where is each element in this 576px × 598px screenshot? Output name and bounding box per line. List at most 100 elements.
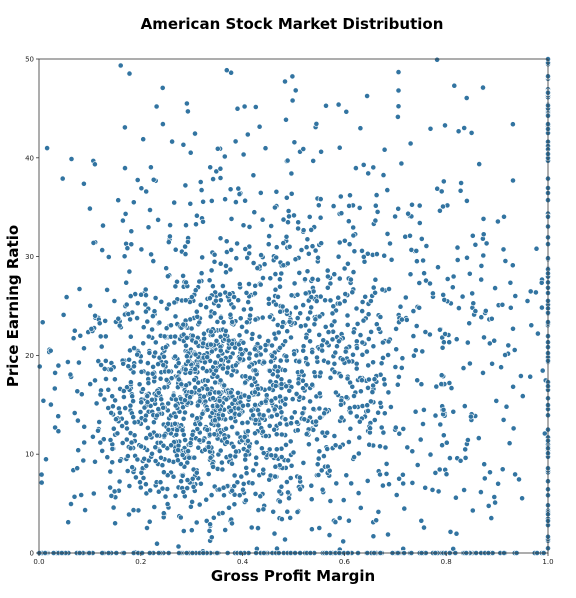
data-point	[208, 492, 215, 498]
data-point	[283, 441, 289, 448]
data-point	[252, 490, 259, 497]
data-point	[168, 375, 175, 382]
data-point	[336, 515, 343, 521]
data-point	[157, 375, 164, 382]
data-point	[319, 347, 326, 354]
data-point	[192, 130, 198, 137]
data-point	[438, 372, 445, 379]
data-point	[333, 480, 340, 487]
data-point	[109, 393, 116, 400]
data-point	[206, 390, 213, 397]
data-point	[138, 185, 145, 192]
data-point	[180, 141, 187, 148]
data-point	[266, 446, 273, 453]
data-point	[199, 365, 206, 372]
data-point	[260, 428, 266, 435]
data-point	[278, 376, 285, 383]
data-point	[230, 443, 237, 450]
data-point	[466, 360, 473, 367]
data-point	[305, 250, 312, 257]
data-point	[234, 430, 241, 437]
data-point	[116, 478, 123, 485]
data-point	[423, 243, 430, 249]
data-point	[213, 168, 220, 175]
plot-frame	[38, 58, 549, 554]
data-point	[126, 511, 132, 518]
data-point	[250, 467, 257, 474]
data-point	[291, 139, 298, 146]
data-point	[232, 138, 239, 145]
data-point	[211, 310, 218, 317]
data-point	[296, 474, 303, 481]
data-point	[198, 270, 205, 277]
data-point	[203, 368, 210, 374]
data-point	[378, 424, 385, 431]
data-point	[188, 527, 195, 534]
data-point	[283, 116, 289, 123]
data-point	[182, 366, 189, 373]
data-point	[126, 70, 133, 77]
data-point	[242, 246, 249, 252]
data-point	[172, 283, 179, 290]
data-point	[65, 359, 71, 365]
data-point	[444, 276, 451, 282]
data-point	[329, 336, 336, 343]
data-point	[203, 518, 210, 524]
data-point	[55, 428, 62, 435]
data-point	[483, 240, 490, 247]
data-point	[380, 354, 386, 361]
data-point	[250, 412, 256, 419]
data-point	[127, 402, 134, 409]
data-point	[243, 328, 250, 335]
data-point	[503, 403, 510, 410]
data-point	[162, 493, 169, 500]
data-point	[180, 321, 187, 328]
data-point	[184, 238, 191, 245]
data-point	[166, 233, 173, 240]
data-point	[331, 360, 338, 367]
data-point	[480, 369, 486, 376]
data-point	[377, 443, 383, 450]
data-point	[44, 145, 50, 151]
data-point	[362, 293, 369, 300]
data-point	[67, 371, 74, 378]
data-point	[252, 401, 258, 408]
data-point	[149, 313, 156, 319]
data-point	[377, 471, 383, 478]
data-point	[298, 247, 305, 253]
data-point	[228, 215, 235, 222]
data-point	[187, 394, 193, 401]
data-point	[417, 436, 424, 443]
data-point	[258, 252, 264, 258]
data-point	[144, 393, 151, 399]
data-point	[440, 406, 447, 413]
data-point	[75, 417, 81, 424]
data-point	[171, 299, 178, 306]
data-point	[223, 67, 230, 74]
data-point	[135, 507, 142, 514]
data-point	[191, 376, 198, 383]
data-point	[165, 368, 172, 375]
data-point	[318, 467, 325, 474]
y-axis: 0 10 20 30 40 50	[25, 56, 39, 558]
data-point	[156, 319, 163, 326]
data-point	[458, 180, 464, 186]
data-point	[354, 345, 360, 351]
data-point	[142, 308, 149, 315]
data-point	[113, 416, 119, 423]
data-point	[414, 377, 421, 384]
data-point	[47, 347, 54, 354]
data-point	[454, 257, 461, 263]
data-point	[396, 475, 402, 482]
data-point	[105, 254, 112, 260]
data-point	[419, 348, 426, 355]
data-point	[229, 460, 235, 467]
data-point	[211, 251, 218, 258]
data-point	[387, 404, 394, 410]
data-point	[306, 327, 313, 334]
data-point	[215, 353, 222, 359]
data-point	[156, 448, 163, 454]
data-point	[189, 475, 196, 482]
data-point	[278, 381, 285, 387]
data-point	[165, 400, 172, 407]
